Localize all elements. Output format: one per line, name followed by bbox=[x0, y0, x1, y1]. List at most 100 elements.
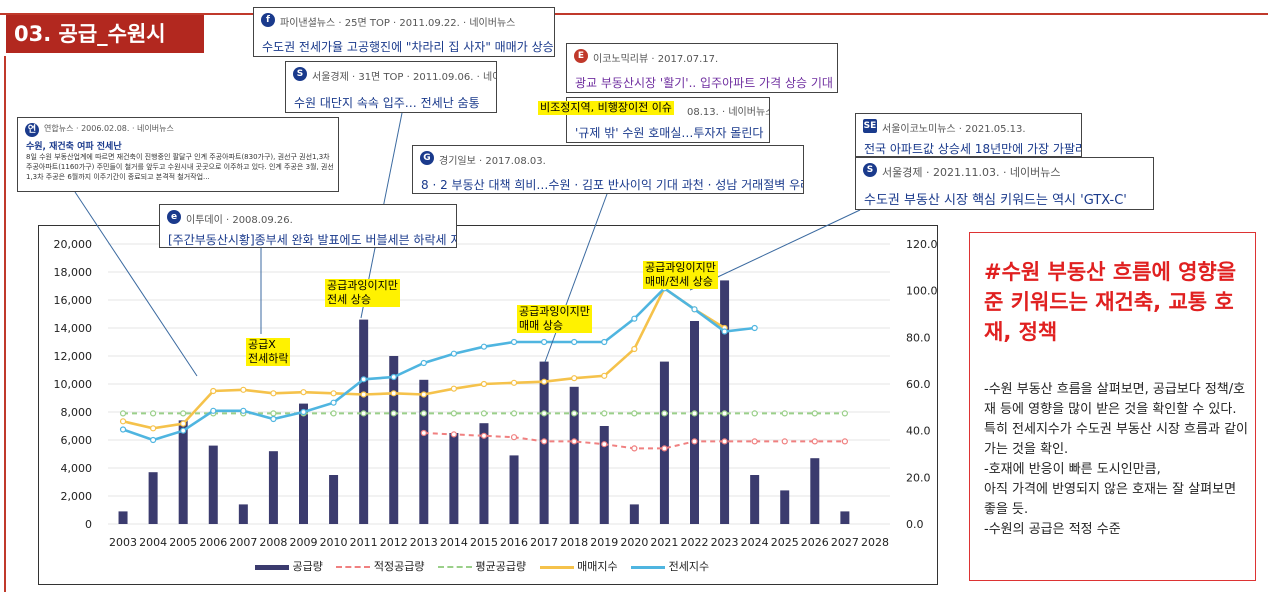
x-tick-label: 2003 bbox=[109, 536, 137, 549]
news-card-etoday[interactable]: e 이투데이 · 2008.09.26. [주간부동산시황]종부세 완화 발표에… bbox=[159, 204, 457, 248]
series-point bbox=[450, 431, 457, 438]
series-point bbox=[360, 391, 367, 398]
y-left-tick-label: 2,000 bbox=[61, 490, 93, 503]
series-point bbox=[480, 432, 488, 439]
news-headline[interactable]: 수도권 부동산 시장 핵심 키워드는 역시 'GTX-C' bbox=[864, 193, 1127, 208]
summary-line: -호재에 반응이 빠른 도시인만큼, bbox=[984, 462, 1161, 477]
y-right-tick-label: 40.0 bbox=[906, 425, 931, 438]
series-point bbox=[781, 410, 788, 417]
series-point bbox=[601, 441, 608, 448]
series-point bbox=[390, 373, 397, 381]
y-left-tick-label: 14,000 bbox=[54, 322, 93, 335]
series-point bbox=[631, 315, 638, 322]
annotation-3-line2: 매매 상승 bbox=[519, 319, 563, 332]
series-point bbox=[601, 410, 608, 417]
news-headline[interactable]: 전국 아파트값 상승세 18년만에 가장 가팔라. bbox=[864, 142, 1082, 156]
bar-supply bbox=[178, 420, 188, 524]
summary-body: -수원 부동산 흐름을 살펴보면, 공급보다 정책/호재 등에 영향을 많이 받… bbox=[984, 380, 1252, 540]
series-point bbox=[330, 399, 337, 406]
series-point bbox=[420, 359, 427, 367]
series-point bbox=[571, 338, 578, 346]
connector-line bbox=[689, 209, 861, 291]
news-card-er[interactable]: E 이코노믹리뷰 · 2017.07.17. 광교 부동산시장 '활기'.. 입… bbox=[566, 43, 838, 93]
news-headline[interactable]: 수원, 재건축 여파 전세난 bbox=[26, 142, 122, 152]
x-tick-label: 2011 bbox=[350, 536, 378, 549]
y-right-tick-label: 100.0 bbox=[906, 285, 938, 298]
legend-label-supply: 공급량 bbox=[292, 560, 323, 573]
series-point bbox=[541, 410, 548, 417]
bar-supply bbox=[389, 356, 399, 524]
chart-legend: 공급량 적정공급량 평균공급량 매매지수 전세지수 bbox=[255, 558, 709, 574]
y-left-tick-label: 20,000 bbox=[54, 238, 93, 251]
series-point bbox=[420, 429, 427, 437]
annotation-1-line1: 공급X bbox=[248, 338, 276, 351]
bar-supply bbox=[359, 319, 369, 524]
series-point bbox=[480, 380, 488, 388]
summary-headline: #수원 부동산 흐름에 영향을 준 키워드는 재건축, 교통 호재, 정책 bbox=[984, 260, 1237, 344]
news-card-fn[interactable]: f 파이낸셜뉴스 · 25면 TOP · 2011.09.22. · 네이버뉴스… bbox=[253, 7, 555, 57]
bar-supply bbox=[208, 445, 218, 524]
series-point bbox=[270, 410, 277, 417]
annotation-2-line1: 공급과잉이지만 bbox=[327, 279, 398, 292]
series-point bbox=[330, 390, 337, 397]
news-source: 연합뉴스 · 2006.02.08. · 네이버뉴스 bbox=[44, 124, 174, 133]
summary-line: -수원 부동산 흐름을 살펴보면, 공급보다 정책/호재 등에 영향을 많이 받… bbox=[984, 382, 1248, 457]
news-card-sedaily-3[interactable]: S 서울경제 · 2021.11.03. · 네이버뉴스 수도권 부동산 시장 … bbox=[855, 157, 1154, 210]
y-right-tick-label: 80.0 bbox=[906, 331, 931, 344]
news-headline[interactable]: 광교 부동산시장 '활기'.. 입주아파트 가격 상승 기대 bbox=[575, 76, 833, 90]
bar-supply bbox=[479, 423, 489, 524]
news-headline[interactable]: 수원 대단지 속속 입주… 전세난 숨통 bbox=[294, 96, 480, 110]
legend-swatch-supply bbox=[255, 564, 289, 570]
legend-swatch-jeonse bbox=[631, 565, 666, 569]
x-tick-label: 2010 bbox=[320, 536, 348, 549]
series-point bbox=[300, 389, 307, 396]
news-card-sedaily-1[interactable]: S 서울경제 · 31면 TOP · 2011.09.06. · 네이버뉴스 수… bbox=[285, 61, 497, 113]
bar-supply bbox=[659, 361, 669, 524]
bar-supply bbox=[419, 379, 429, 524]
fn-logo-icon: f bbox=[261, 13, 275, 27]
series-point bbox=[390, 390, 397, 397]
series-point bbox=[721, 328, 728, 335]
bar-supply bbox=[268, 451, 278, 524]
etoday-logo-icon: e bbox=[167, 210, 181, 224]
bar-supply bbox=[329, 475, 339, 524]
news-headline[interactable]: 수도권 전세가율 고공행진에 "차라리 집 사자" 매매가 상승 bbox=[262, 40, 554, 54]
news-card-kg[interactable]: G 경기일보 · 2017.08.03. 8 · 2 부동산 대책 희비…수원 … bbox=[412, 145, 804, 194]
legend-swatch-avg bbox=[437, 566, 472, 568]
x-tick-label: 2028 bbox=[861, 536, 889, 549]
series-point bbox=[541, 378, 548, 385]
news-source: 경기일보 · 2017.08.03. bbox=[439, 156, 546, 167]
x-tick-label: 2021 bbox=[650, 536, 678, 549]
news-card-yonhap[interactable]: 연 연합뉴스 · 2006.02.08. · 네이버뉴스 수원, 재건축 여파 … bbox=[17, 117, 339, 192]
series-point bbox=[601, 372, 608, 379]
series-point bbox=[480, 343, 488, 350]
summary-panel: #수원 부동산 흐름에 영향을 준 키워드는 재건축, 교통 호재, 정책 -수… bbox=[969, 232, 1256, 581]
series-point bbox=[360, 410, 367, 417]
y-left-tick-label: 12,000 bbox=[54, 350, 93, 363]
x-tick-label: 2014 bbox=[440, 536, 468, 549]
series-point bbox=[480, 410, 488, 417]
se-logo-icon: SE bbox=[863, 119, 877, 133]
kg-logo-icon: G bbox=[420, 151, 434, 165]
series-point bbox=[240, 386, 247, 393]
x-tick-label: 2024 bbox=[741, 536, 769, 549]
bar-supply bbox=[810, 458, 820, 524]
series-point bbox=[721, 438, 728, 445]
legend-swatch-sale bbox=[539, 565, 574, 569]
x-tick-label: 2005 bbox=[169, 536, 197, 549]
news-headline[interactable]: 8 · 2 부동산 대책 희비…수원 · 김포 반사이익 기대 과천 · 성남 … bbox=[421, 178, 804, 192]
news-card-se[interactable]: SE 서울이코노미뉴스 · 2021.05.13. 전국 아파트값 상승세 18… bbox=[855, 113, 1082, 157]
series-point bbox=[841, 410, 848, 417]
bar-supply bbox=[690, 321, 699, 524]
x-tick-label: 2007 bbox=[229, 536, 257, 549]
y-left-tick-label: 4,000 bbox=[61, 462, 93, 475]
x-tick-label: 2025 bbox=[771, 536, 799, 549]
y-left-tick-label: 16,000 bbox=[54, 294, 93, 307]
series-point bbox=[510, 379, 518, 386]
y-left-tick-label: 6,000 bbox=[61, 434, 93, 447]
bar-supply bbox=[118, 511, 128, 524]
news-headline[interactable]: [주간부동산시황]종부세 완화 발표에도 버블세븐 하락세 지속 bbox=[168, 233, 457, 247]
series-point bbox=[450, 410, 457, 417]
bar-supply bbox=[569, 386, 579, 524]
news-headline[interactable]: '규제 밖' 수원 호매실…투자자 몰린다 bbox=[575, 126, 764, 140]
